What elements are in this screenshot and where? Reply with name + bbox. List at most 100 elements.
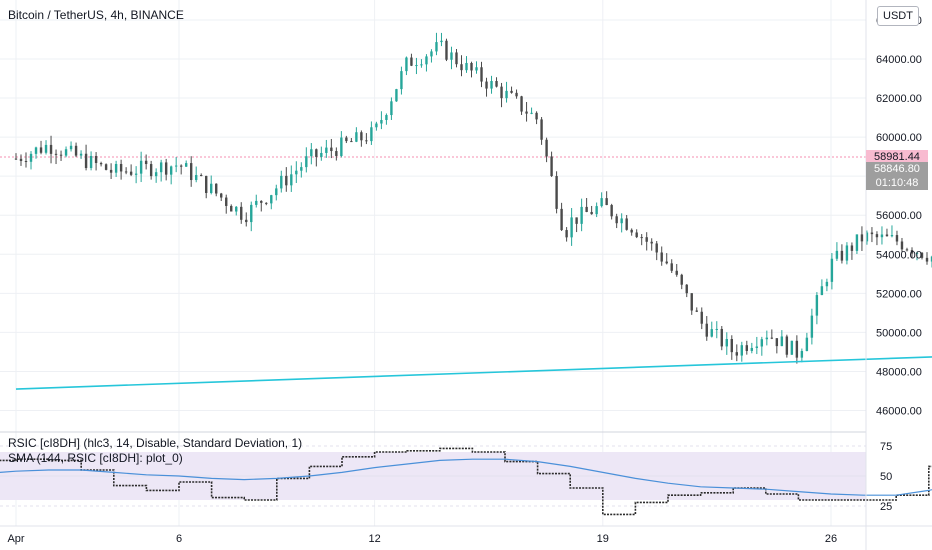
- candle-body: [139, 160, 143, 174]
- candle: [655, 240, 658, 261]
- candle-body: [685, 284, 688, 294]
- candle-body: [310, 149, 313, 157]
- candle: [705, 316, 708, 341]
- candle-body: [164, 162, 168, 175]
- chart-title: Bitcoin / TetherUS, 4h, BINANCE: [8, 8, 184, 22]
- candle: [164, 158, 168, 181]
- candle: [760, 336, 764, 356]
- candle-body: [29, 153, 33, 162]
- candle: [99, 161, 103, 167]
- candle-body: [490, 80, 493, 89]
- rsi-legend[interactable]: RSIC [cI8DH] (hlc3, 14, Disable, Standar…: [8, 436, 303, 450]
- currency-button[interactable]: USDT: [877, 6, 919, 26]
- candle: [660, 246, 663, 266]
- candle-body: [725, 339, 728, 347]
- candle: [330, 138, 333, 159]
- candle: [800, 348, 804, 363]
- candle: [870, 227, 874, 243]
- candle-body: [775, 338, 779, 347]
- candle-body: [149, 164, 153, 177]
- candle: [610, 203, 613, 220]
- candle-body: [205, 175, 208, 193]
- candle-body: [320, 152, 323, 157]
- candle: [129, 164, 133, 177]
- candle: [370, 121, 373, 145]
- candle: [435, 32, 438, 56]
- candle-body: [99, 163, 103, 165]
- candle-body: [780, 336, 784, 347]
- candle: [910, 247, 914, 259]
- candle: [555, 171, 558, 214]
- candle: [535, 111, 538, 125]
- candle-body: [850, 245, 854, 251]
- time-axis[interactable]: Apr6121926May12:301017: [7, 533, 932, 545]
- candle: [765, 330, 769, 346]
- candle-body: [565, 230, 568, 238]
- price-tick-label: 52000.00: [876, 288, 922, 300]
- candle: [915, 251, 919, 261]
- candle-body: [615, 216, 618, 224]
- candle-body: [660, 252, 663, 262]
- candle-body: [179, 165, 183, 167]
- candle-body: [210, 183, 213, 193]
- candle: [855, 234, 859, 254]
- candle-body: [89, 155, 93, 169]
- candle-body: [445, 40, 448, 60]
- alert-price-tag[interactable]: 58981.44: [866, 150, 928, 164]
- candle-body: [880, 234, 884, 238]
- candle-body: [550, 156, 553, 177]
- drawings[interactable]: [15, 47, 932, 390]
- rsi-axis[interactable]: 25 50 75: [880, 441, 892, 513]
- candle-body: [590, 211, 593, 215]
- candle: [860, 226, 864, 251]
- price-tick-label: 62000.00: [876, 93, 922, 105]
- candle-body: [790, 340, 794, 355]
- candle-body: [510, 90, 513, 93]
- candle-body: [715, 328, 718, 330]
- sma-legend[interactable]: SMA (144, RSIC [cI8DH]: plot_0): [8, 451, 183, 465]
- candle: [455, 48, 458, 68]
- candle-body: [875, 234, 879, 238]
- candle: [84, 144, 88, 171]
- candle: [665, 253, 668, 265]
- candle: [39, 140, 43, 155]
- candle: [585, 197, 588, 213]
- candle-body: [370, 127, 373, 142]
- candle-body: [585, 206, 588, 212]
- candle-body: [225, 197, 228, 206]
- candle-body: [750, 347, 754, 351]
- candle: [755, 336, 759, 355]
- candle-body: [465, 62, 468, 71]
- candle-body: [760, 339, 764, 347]
- candle: [850, 242, 854, 260]
- candle: [159, 159, 163, 182]
- candle: [220, 192, 223, 202]
- candle-body: [79, 153, 83, 156]
- candle-body: [425, 56, 428, 65]
- candle: [690, 293, 693, 315]
- candle: [625, 215, 628, 231]
- candle-body: [270, 195, 273, 204]
- candle-body: [365, 140, 368, 142]
- candle: [895, 230, 899, 246]
- candle-body: [630, 229, 633, 233]
- candle: [380, 111, 383, 130]
- candle-body: [650, 241, 653, 244]
- candle: [730, 335, 733, 360]
- candle-body: [315, 149, 318, 157]
- candle-body: [800, 351, 804, 358]
- candle-body: [730, 339, 733, 353]
- candle: [69, 141, 73, 152]
- price-tick-label: 64000.00: [876, 54, 922, 66]
- candle: [189, 156, 193, 187]
- candle-body: [265, 202, 268, 204]
- candle-body: [770, 337, 774, 339]
- candle: [845, 242, 849, 265]
- candle-body: [184, 163, 188, 167]
- candle: [700, 307, 703, 330]
- candle: [265, 202, 268, 206]
- candle: [14, 153, 18, 160]
- candle-body: [280, 175, 283, 189]
- candle: [500, 82, 503, 108]
